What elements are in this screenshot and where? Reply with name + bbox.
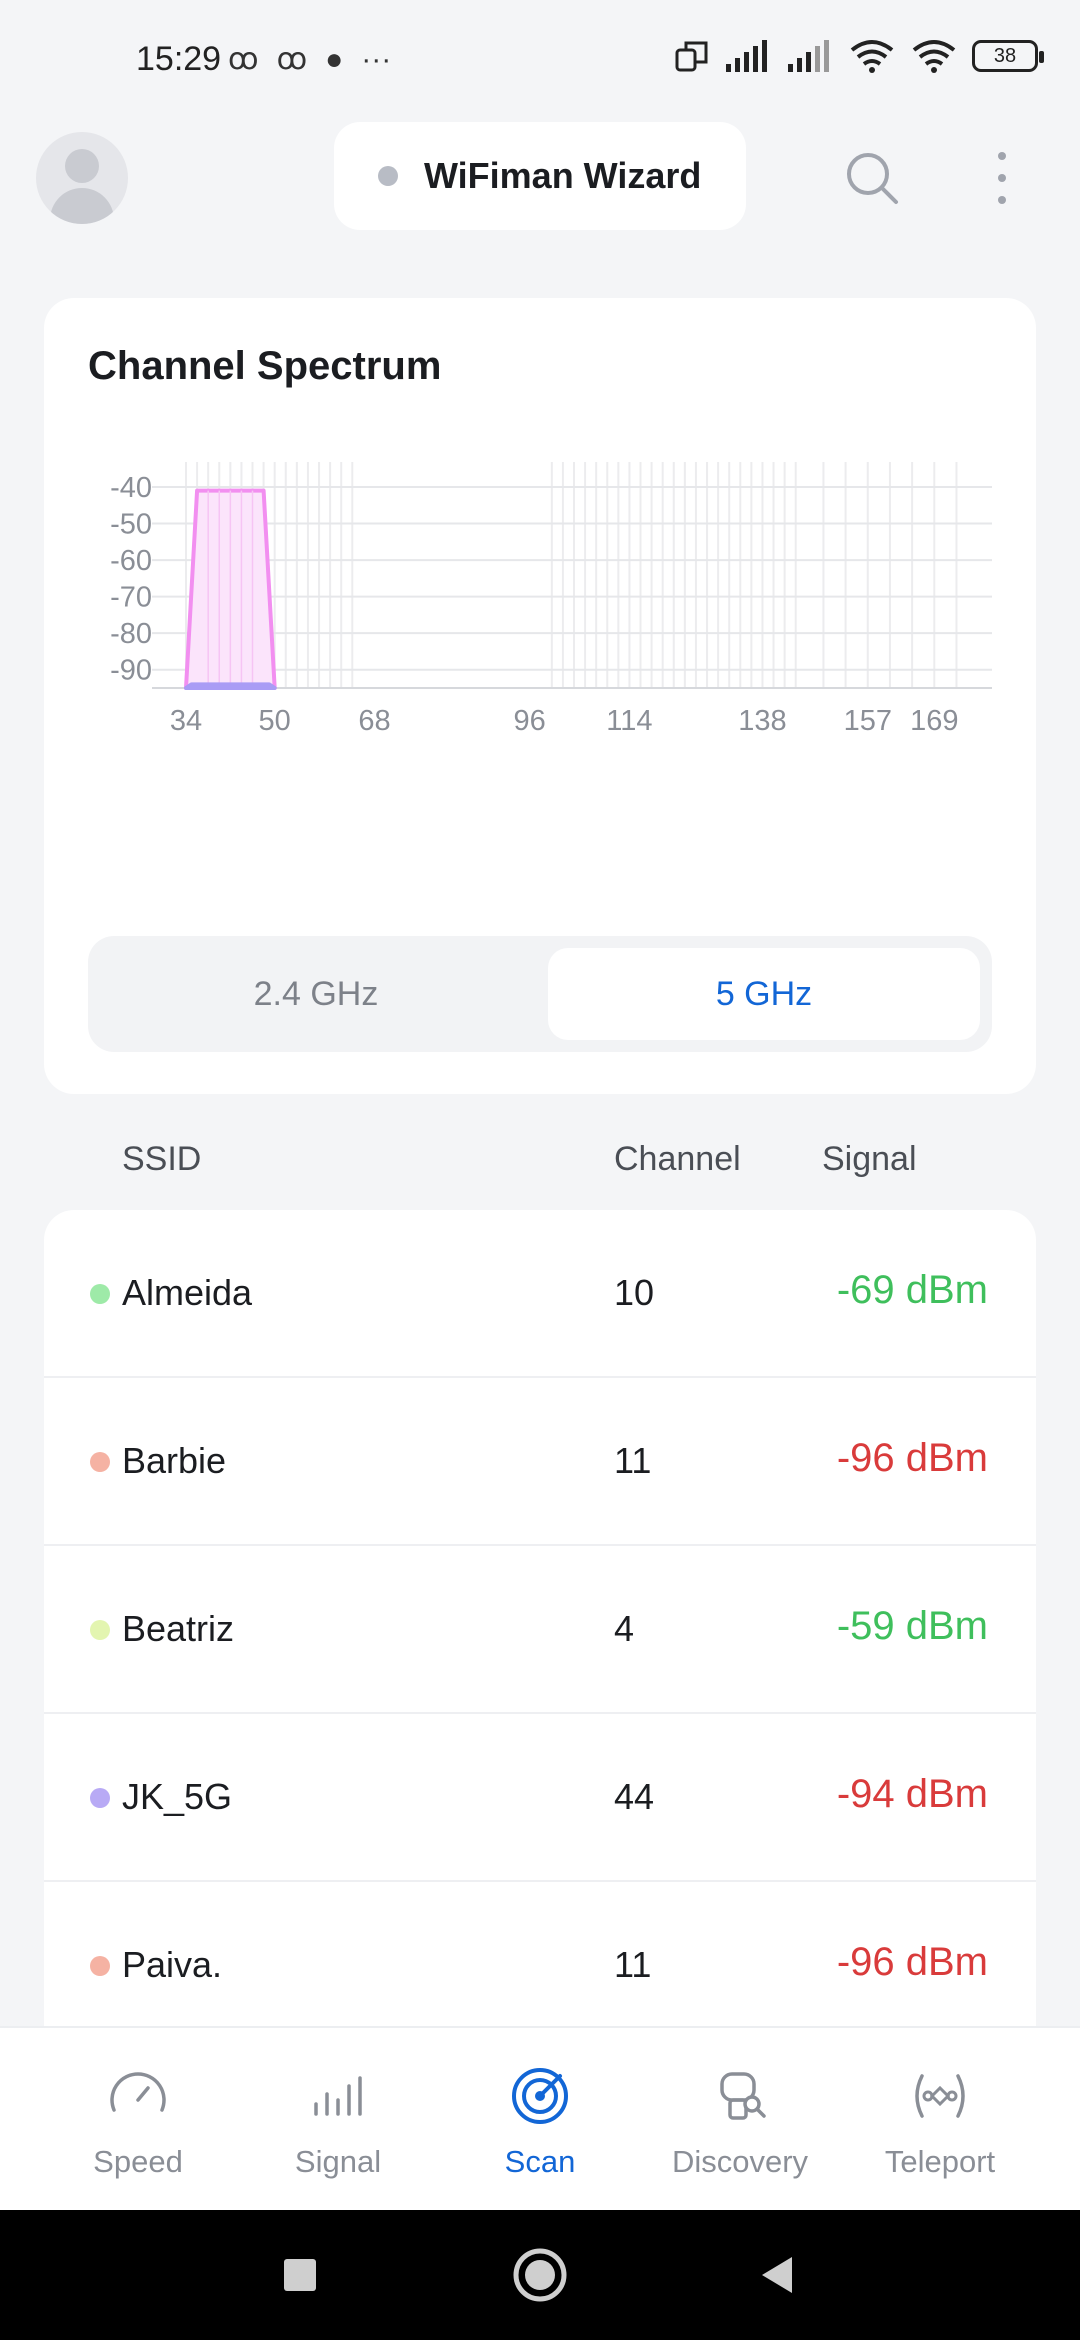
search-icon[interactable] [842, 148, 902, 208]
band-option-5ghz[interactable]: 5 GHz [548, 948, 980, 1040]
y-tick-label: -80 [110, 618, 152, 650]
channel-spectrum-chart: -40 -50 -60 -70 -80 -90 34 50 68 96 114 138 157 169 [110, 462, 992, 737]
nav-label: Scan [504, 2144, 576, 2179]
notification-icons: ꝏ ꝏ ● ··· [228, 42, 391, 77]
more-dots-icon: ··· [361, 42, 392, 76]
network-signal: -69 dBm [836, 1268, 988, 1312]
x-tick-label: 96 [514, 705, 546, 737]
battery-icon: 38 [972, 40, 1044, 72]
system-nav-bar [0, 2210, 1080, 2340]
network-color-dot [90, 1620, 110, 1640]
battery-level: 38 [993, 44, 1017, 67]
nav-signal[interactable]: Signal [238, 2028, 438, 2212]
column-ssid[interactable]: SSID [122, 1140, 202, 1178]
table-header: SSID Channel Signal [0, 1140, 1080, 1190]
spectrum-series-1 [184, 682, 277, 690]
nav-label: Teleport [884, 2144, 996, 2179]
cell-signal-icon [726, 40, 767, 72]
nav-label: Discovery [671, 2144, 809, 2179]
back-triangle-icon [762, 2257, 792, 2293]
network-ssid: Almeida [122, 1272, 253, 1313]
speedometer-icon [110, 2072, 166, 2112]
wifi-link-icon [850, 40, 894, 73]
status-bar: 15:29 ꝏ ꝏ ● ··· 38 [0, 0, 1080, 120]
status-indicators: 38 [674, 38, 1044, 74]
nav-speed[interactable]: Speed [38, 2028, 238, 2212]
nav-label: Speed [93, 2144, 183, 2179]
network-signal: -94 dBm [836, 1772, 988, 1816]
network-color-dot [90, 1284, 110, 1304]
card-title: Channel Spectrum [88, 344, 442, 388]
table-row[interactable]: Almeida 10 -69 dBm [44, 1210, 1036, 1378]
nav-scan[interactable]: Scan [440, 2028, 640, 2212]
voicemail-icon: ꝏ [228, 43, 259, 76]
network-color-dot [90, 1788, 110, 1808]
bottom-nav: Speed Signal Scan Discovery Teleport [0, 2026, 1080, 2210]
network-ssid: Paiva. [122, 1944, 223, 1985]
back-button[interactable] [716, 2210, 836, 2340]
y-tick-label: -70 [110, 582, 152, 614]
circle-icon [513, 2248, 567, 2302]
network-channel: 44 [614, 1776, 655, 1817]
wifi-icon [912, 40, 956, 73]
wizard-title: WiFiman Wizard [424, 155, 702, 196]
radar-icon [512, 2068, 568, 2124]
band-option-2-4ghz[interactable]: 2.4 GHz [253, 974, 379, 1013]
y-tick-label: -60 [110, 545, 152, 577]
wizard-button[interactable]: WiFiman Wizard [334, 122, 746, 230]
status-dot-icon [378, 166, 398, 186]
network-signal: -96 dBm [836, 1940, 988, 1984]
screen-mirror-icon [675, 41, 708, 72]
nav-teleport[interactable]: Teleport [840, 2028, 1040, 2212]
y-tick-label: -50 [110, 509, 152, 541]
table-row[interactable]: Paiva. 11 -96 dBm [44, 1882, 1036, 2050]
device-search-icon [720, 2072, 766, 2120]
nav-discovery[interactable]: Discovery [640, 2028, 840, 2212]
cell-signal-icon [788, 40, 829, 72]
x-tick-label: 138 [738, 705, 786, 737]
teleport-icon [915, 2074, 965, 2118]
network-signal: -96 dBm [836, 1436, 988, 1480]
network-channel: 10 [614, 1272, 655, 1313]
network-channel: 11 [614, 1440, 652, 1481]
signal-bars-icon [314, 2076, 362, 2116]
network-ssid: Beatriz [122, 1608, 235, 1649]
network-channel: 4 [614, 1608, 635, 1649]
more-options-icon[interactable] [980, 148, 1024, 208]
table-row[interactable]: Beatriz 4 -59 dBm [44, 1546, 1036, 1714]
nav-label: Signal [294, 2144, 382, 2179]
avatar[interactable] [36, 132, 128, 224]
network-color-dot [90, 1956, 110, 1976]
network-color-dot [90, 1452, 110, 1472]
voicemail-icon: ꝏ [276, 43, 308, 76]
table-row[interactable]: JK_5G 44 -94 dBm [44, 1714, 1036, 1882]
column-signal[interactable]: Signal [822, 1140, 917, 1178]
square-icon [284, 2259, 316, 2291]
network-list: Almeida 10 -69 dBm Barbie 11 -96 dBm Bea… [44, 1210, 1036, 2070]
channel-spectrum-card: Channel Spectrum -40 -50 -60 -70 -80 -90 34 50 6… [44, 298, 1036, 1094]
table-row[interactable]: Barbie 11 -96 dBm [44, 1378, 1036, 1546]
x-tick-label: 114 [606, 705, 652, 737]
network-ssid: Barbie [122, 1440, 227, 1481]
x-tick-label: 50 [259, 705, 291, 737]
x-tick-label: 157 [844, 705, 892, 737]
y-tick-label: -90 [110, 655, 152, 687]
drop-icon: ● [325, 42, 344, 76]
x-tick-label: 68 [358, 705, 390, 737]
x-tick-label: 34 [170, 705, 202, 737]
band-toggle: 2.4 GHz 5 GHz [88, 936, 992, 1052]
y-tick-label: -40 [110, 472, 152, 504]
home-button[interactable] [480, 2210, 600, 2340]
status-time: 15:29 [136, 40, 222, 78]
column-channel[interactable]: Channel [614, 1140, 741, 1178]
network-channel: 11 [614, 1944, 652, 1985]
network-signal: -59 dBm [836, 1604, 988, 1648]
x-tick-label: 169 [910, 705, 958, 737]
recent-apps-button[interactable] [240, 2210, 360, 2340]
network-ssid: JK_5G [122, 1776, 233, 1817]
